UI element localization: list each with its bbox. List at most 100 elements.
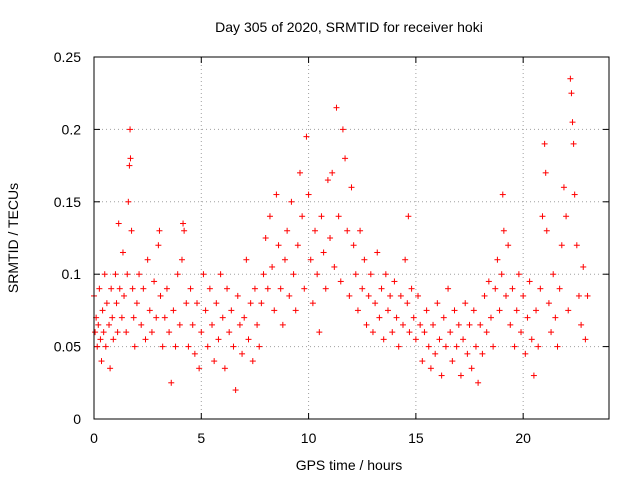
data-point — [314, 271, 321, 278]
data-point — [560, 184, 567, 191]
data-point — [161, 314, 168, 321]
y-tick-label: 0.15 — [54, 194, 81, 210]
data-point — [303, 133, 310, 140]
data-point — [198, 329, 205, 336]
data-point — [112, 271, 119, 278]
data-point — [481, 292, 488, 299]
data-point — [578, 321, 585, 328]
data-point — [128, 227, 135, 234]
data-point — [503, 292, 509, 299]
data-point — [148, 329, 155, 336]
data-point — [226, 329, 233, 336]
data-point — [144, 256, 151, 263]
data-point — [324, 177, 331, 184]
data-point — [209, 321, 216, 328]
data-point — [545, 300, 552, 307]
data-point — [286, 292, 293, 299]
data-point — [103, 300, 110, 307]
data-point — [372, 300, 379, 307]
data-point — [264, 285, 271, 292]
data-point — [157, 292, 164, 299]
data-point — [346, 292, 353, 299]
data-point — [258, 300, 265, 307]
y-tick-label: 0 — [73, 411, 81, 427]
data-point — [457, 372, 464, 379]
data-point — [221, 365, 228, 372]
data-point — [434, 300, 441, 307]
data-point — [417, 321, 424, 328]
data-point — [550, 271, 557, 278]
data-point — [129, 285, 136, 292]
data-point — [548, 329, 555, 336]
data-point — [455, 321, 462, 328]
data-point — [342, 155, 349, 162]
data-point — [496, 307, 503, 314]
data-point — [494, 256, 501, 263]
data-point — [98, 358, 105, 365]
data-point — [251, 285, 258, 292]
data-point — [266, 213, 273, 220]
data-point — [234, 292, 241, 299]
data-point — [320, 249, 327, 256]
data-point — [391, 278, 398, 285]
data-point — [432, 350, 439, 357]
data-point — [115, 220, 122, 227]
data-point — [114, 329, 121, 336]
data-point — [142, 336, 149, 343]
data-point — [479, 350, 486, 357]
data-point — [537, 285, 544, 292]
data-point — [442, 343, 449, 350]
data-point — [215, 336, 222, 343]
data-point — [498, 271, 505, 278]
data-point — [297, 169, 303, 176]
data-point — [329, 169, 336, 176]
data-point — [393, 314, 400, 321]
data-point — [513, 307, 520, 314]
x-tick-label: 0 — [90, 430, 98, 446]
data-point — [509, 285, 516, 292]
data-point — [492, 285, 499, 292]
data-point — [384, 307, 391, 314]
data-point — [487, 314, 494, 321]
data-point — [528, 336, 535, 343]
data-point — [412, 336, 419, 343]
data-point — [507, 321, 514, 328]
data-point — [453, 343, 460, 350]
data-point — [228, 307, 235, 314]
data-point — [168, 379, 175, 386]
data-point — [155, 242, 162, 249]
x-axis-label: GPS time / hours — [296, 457, 403, 473]
data-point — [230, 343, 237, 350]
data-point — [400, 321, 406, 328]
data-point — [333, 104, 340, 111]
data-point — [522, 350, 529, 357]
data-point — [194, 300, 200, 307]
data-point — [451, 307, 458, 314]
data-point — [163, 285, 170, 292]
data-point — [402, 256, 409, 263]
data-point — [241, 314, 248, 321]
data-point — [387, 292, 394, 299]
data-point — [569, 119, 576, 126]
data-point — [430, 321, 437, 328]
data-point — [185, 343, 192, 350]
data-point — [196, 365, 203, 372]
data-point — [462, 300, 469, 307]
data-point — [312, 227, 319, 234]
data-point — [281, 256, 288, 263]
data-point — [316, 329, 323, 336]
y-tick-label: 0.25 — [54, 49, 81, 65]
data-point — [539, 213, 546, 220]
data-point — [339, 126, 346, 133]
data-point — [515, 271, 522, 278]
data-point — [119, 249, 126, 256]
data-point — [483, 329, 490, 336]
data-point — [415, 292, 422, 299]
data-point — [140, 285, 147, 292]
data-point — [378, 285, 385, 292]
data-point — [410, 314, 417, 321]
data-point — [131, 343, 138, 350]
data-point — [524, 314, 531, 321]
data-point — [180, 220, 187, 227]
